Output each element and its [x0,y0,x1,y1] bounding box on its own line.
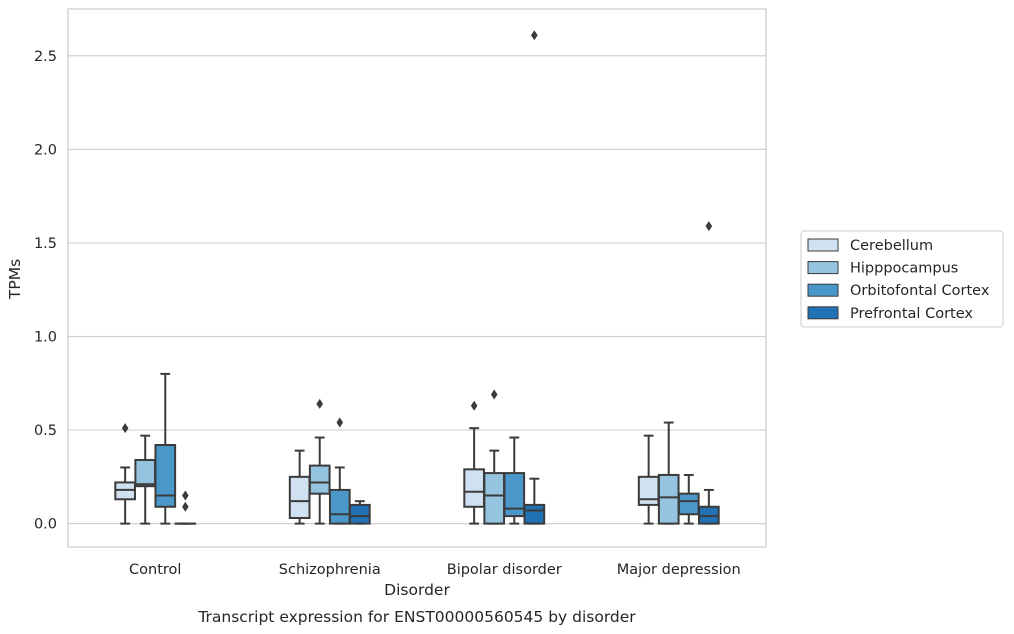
legend-label: Cerebellum [850,238,933,254]
outlier-point [336,417,344,428]
y-tick-label: 1.0 [34,329,57,345]
box-iqr [677,492,700,516]
y-tick-label: 1.5 [34,236,57,252]
box-plot-marks [114,30,720,525]
box-hipppocampus [657,421,680,525]
box-cerebellum [463,400,485,525]
box-orbitofontal-cortex [677,473,700,525]
outlier-point [470,400,478,411]
legend-swatch [807,238,839,252]
box-iqr [328,488,351,525]
outlier-point [182,501,189,512]
box-prefrontal-cortex [174,490,197,525]
box-iqr [523,503,546,525]
box-iqr [483,472,506,525]
legend-label: Prefrontal Cortex [850,306,973,322]
y-tick-label: 0.0 [34,517,57,533]
x-tick-label: Control [129,562,181,578]
box-hipppocampus [308,398,331,525]
box-prefrontal-cortex [349,500,371,525]
box-iqr [657,473,680,525]
y-tick-label: 0.5 [34,423,57,439]
y-axis-ticks: 0.0 0.5 1.0 1.5 2.0 2.5 [34,49,57,533]
y-tick-label: 2.0 [34,142,57,158]
box-orbitofontal-cortex [503,436,526,525]
box-cerebellum [288,449,311,525]
box-orbitofontal-cortex [328,417,351,525]
outlier-point [316,398,324,409]
y-axis-title: TPMs [6,259,24,300]
legend-label: Hipppocampus [850,261,958,277]
box-iqr [637,475,660,506]
box-iqr [134,458,157,488]
box-iqr [308,464,331,495]
legend-swatch [807,306,839,320]
legend-label: Orbitofontal Cortex [850,283,990,299]
box-cerebellum [637,434,660,525]
outlier-point [705,221,713,232]
box-hipppocampus [483,389,506,525]
box-iqr [349,503,371,525]
box-hipppocampus [134,434,157,525]
x-tick-label: Schizophrenia [279,562,381,578]
x-axis-title: Disorder [384,581,450,599]
x-tick-label: Bipolar disorder [447,562,562,578]
box-orbitofontal-cortex [154,372,177,525]
x-tick-label: Major depression [617,562,741,578]
legend: Cerebellum Hipppocampus Orbitofontal Corte… [800,230,1004,328]
x-axis-ticks: Control Schizophrenia Bipolar disorder Majo… [129,562,741,578]
box-iqr [503,472,526,518]
box-iqr [288,475,311,519]
box-prefrontal-cortex [698,221,720,525]
legend-frame [800,230,1004,328]
box-cerebellum [114,423,136,525]
outlier-point [182,490,189,501]
outlier-point [531,30,538,41]
box-iqr [154,444,177,508]
box-iqr [463,468,485,508]
legend-swatch [807,283,839,297]
y-tick-label: 2.5 [34,49,57,65]
legend-swatch [807,261,839,275]
outlier-point [490,389,498,400]
outlier-point [121,423,129,434]
box-prefrontal-cortex [523,30,546,525]
chart-caption: Transcript expression for ENST0000056054… [197,608,636,626]
plot-frame [67,8,767,548]
